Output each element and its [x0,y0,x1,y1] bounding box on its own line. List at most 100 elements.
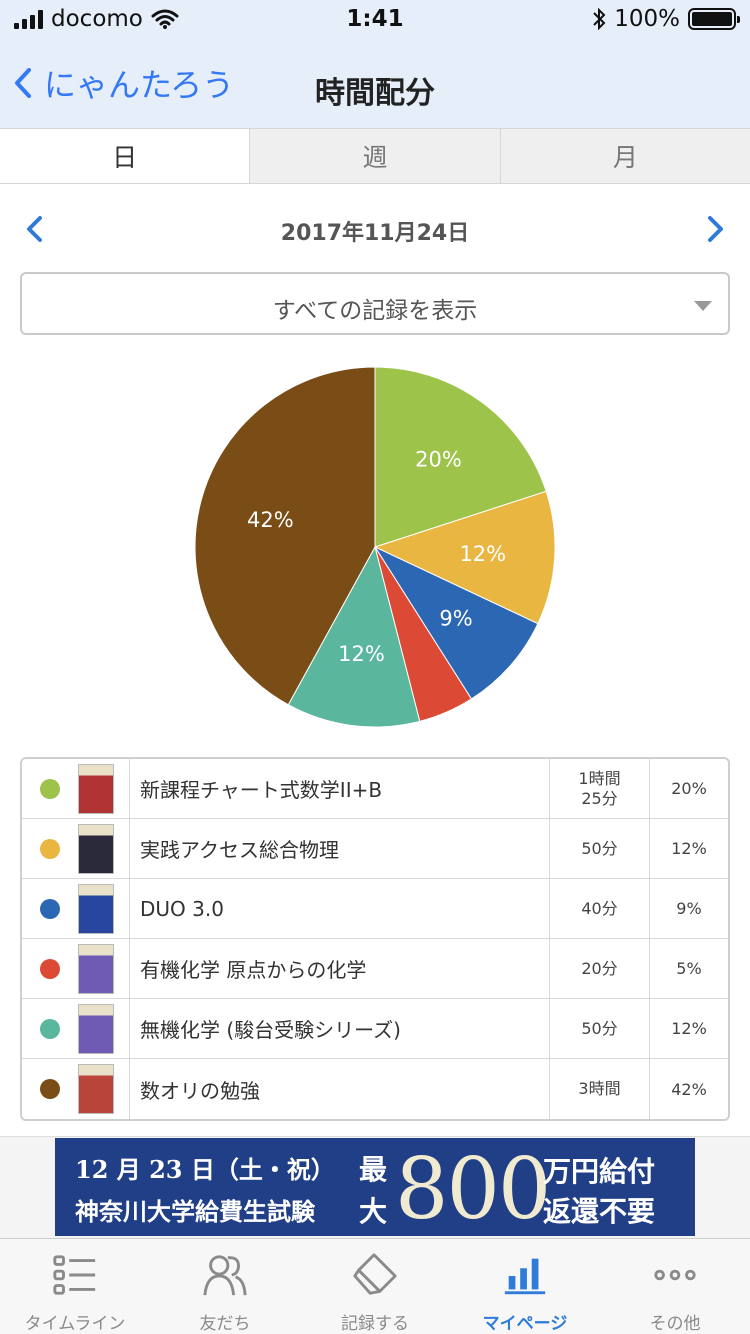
tabbar-label: タイムライン [24,1314,126,1334]
battery-icon [688,8,740,30]
pie-slice [194,366,376,706]
bar-chart-icon [504,1258,546,1295]
tabbar-label: 記録する [341,1314,409,1334]
color-dot-cell [22,879,78,938]
record-row[interactable]: 無機化学 (駿台受験シリーズ) 50分 12% [22,999,728,1059]
tab-day[interactable]: 日 [0,129,251,183]
tabbar-mypage[interactable]: マイページ [450,1239,600,1334]
current-date: 2017年11月24日 [280,221,470,246]
record-name: 有機化学 原点からの化学 [130,939,550,998]
pie-slice [373,545,539,700]
pie-slice [374,366,547,548]
next-date-button[interactable] [704,214,728,244]
tabbar-friends[interactable]: 友だち [150,1239,300,1334]
record-percent: 5% [676,959,702,978]
book-thumbnail [78,823,114,874]
book-thumbnail-cell [78,879,130,938]
time-distribution-pie-chart: 20% 12% 9% 12% 42% [194,366,556,728]
ad-exam-name: 神奈川大学給費生試験 [75,1197,315,1226]
record-name: 数オリの勉強 [130,1059,550,1119]
ad-no-repayment: 返還不要 [543,1195,656,1228]
legend-color-dot [40,1079,60,1099]
previous-date-button[interactable] [22,214,46,244]
record-time: 1時間 25分 [550,759,650,818]
status-time: 1:41 [346,6,404,32]
tab-week[interactable]: 週 [250,129,501,183]
more-icon [654,1269,696,1281]
color-dot-cell [22,819,78,878]
record-name: 無機化学 (駿台受験シリーズ) [130,999,550,1058]
legend-color-dot [40,898,60,919]
record-name: DUO 3.0 [130,879,550,938]
record-name: 新課程チャート式数学II+B [130,759,550,818]
record-row[interactable]: 実践アクセス総合物理 50分 12% [22,819,728,879]
records-table: 新課程チャート式数学II+B 1時間 25分 20% 実践アクセス総合物理 50分 12%… [20,757,730,1121]
carrier-name: docomo [51,6,143,32]
record-percent: 12% [671,1019,707,1038]
legend-color-dot [40,1018,60,1039]
record-percent: 20% [671,779,707,798]
book-thumbnail [78,883,114,934]
book-thumbnail [78,763,114,814]
pie-slice-label: 20% [415,448,462,472]
record-row[interactable]: 数オリの勉強 3時間 42% [22,1059,728,1119]
book-thumbnail-cell [78,759,130,818]
record-filter-dropdown[interactable]: すべての記録を表示 [20,272,730,335]
page-title: 時間配分 [315,76,435,111]
back-button[interactable]: にゃんたろう [14,60,234,106]
record-name: 実践アクセス総合物理 [130,819,550,878]
ad-max-2: 大 [359,1195,388,1228]
ad-grant: 万円給付 [543,1155,656,1188]
dropdown-arrow-icon [694,301,712,311]
tab-month[interactable]: 月 [612,143,638,172]
book-thumbnail-cell [78,819,130,878]
record-percent: 42% [671,1079,707,1099]
dropdown-selected-value: すべての記録を表示 [272,298,478,324]
battery-fill [692,12,732,26]
ad-date: 12 月 23 日（土・祝） [75,1155,335,1184]
ad-max-1: 最 [359,1153,388,1186]
list-icon [53,1255,96,1295]
book-thumbnail-cell [78,939,130,998]
status-right: 100% [592,6,740,32]
record-row[interactable]: 新課程チャート式数学II+B 1時間 25分 20% [22,759,728,819]
signal-icon [14,9,43,29]
date-navigation: 2017年11月24日 [0,206,750,252]
pie-slice-label: 12% [338,642,385,666]
chevron-left-icon [15,68,31,98]
wifi-icon [151,9,179,29]
ad-banner[interactable]: 12 月 23 日（土・祝） 神奈川大学給費生試験 最 大 800 万円給付 返… [55,1138,695,1238]
color-dot-cell [22,1059,78,1119]
pie-slice-label: 9% [439,606,472,630]
book-thumbnail-cell [78,1059,130,1119]
record-time: 3時間 [550,1059,650,1119]
record-row[interactable]: 有機化学 原点からの化学 20分 5% [22,939,728,999]
status-bar: docomo 1:41 100% [0,0,750,40]
book-thumbnail [78,1064,114,1114]
tabbar-more[interactable]: その他 [600,1239,750,1334]
pie-slice [287,545,421,728]
tabbar-record[interactable]: 記録する [300,1239,450,1334]
pie-slice-label: 42% [247,508,294,532]
legend-color-dot [40,838,60,859]
legend-color-dot [40,958,60,979]
period-tabs: 日 週 月 [0,128,750,184]
battery-percent: 100% [614,6,680,32]
legend-color-dot [40,778,60,799]
book-thumbnail [78,1003,114,1054]
tabbar-timeline[interactable]: タイムライン [0,1239,150,1334]
tabbar-label: その他 [649,1314,701,1334]
record-percent: 9% [676,899,702,918]
color-dot-cell [22,759,78,818]
record-time: 50分 [550,819,650,878]
status-left: docomo [14,6,179,32]
header-background [0,0,750,128]
book-thumbnail [78,943,114,994]
eraser-icon [353,1253,397,1295]
navigation-bar: にゃんたろう 時間配分 [0,46,750,122]
record-row[interactable]: DUO 3.0 40分 9% [22,879,728,939]
bluetooth-icon [593,7,606,31]
pie-slice-label: 12% [459,542,506,566]
back-label: にゃんたろう [44,66,235,104]
tabbar-label: 友だち [199,1314,251,1334]
